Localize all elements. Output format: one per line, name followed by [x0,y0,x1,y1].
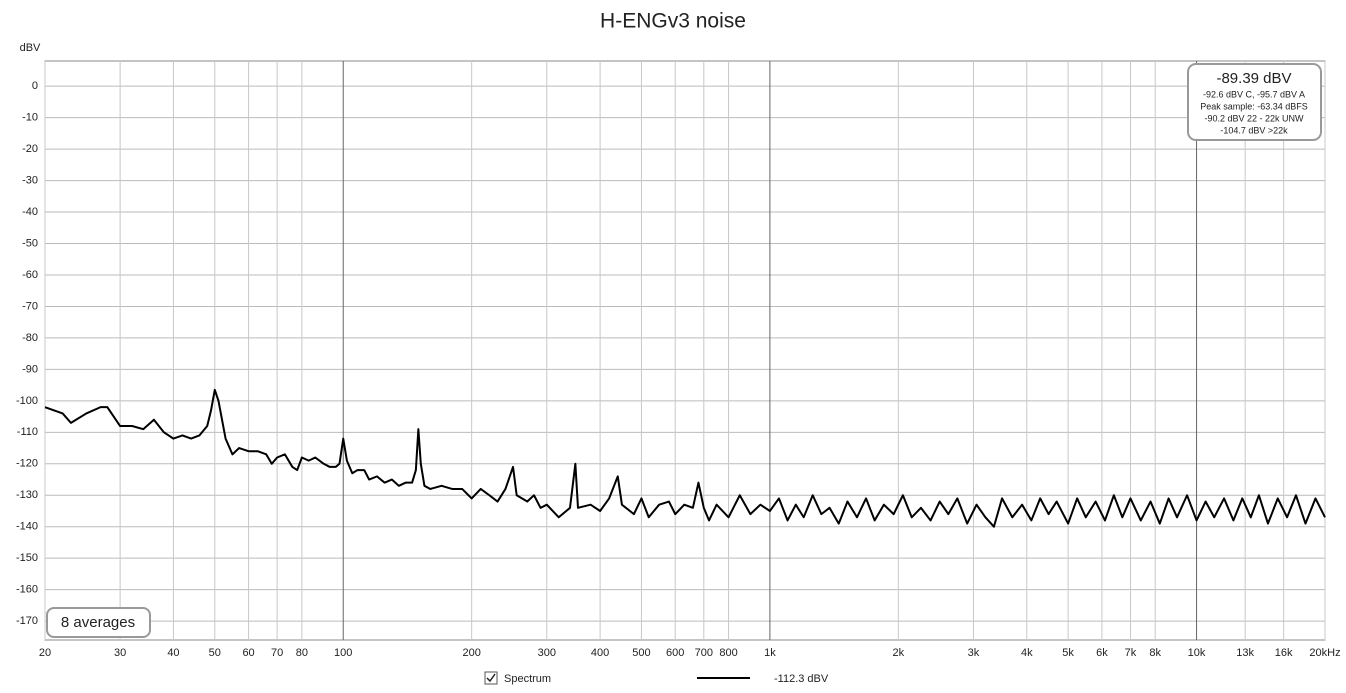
x-tick-label: 300 [538,647,556,659]
x-tick-label: 60 [242,647,254,659]
x-tick-label: 400 [591,647,609,659]
y-tick-label: -20 [22,143,38,155]
y-tick-label: -40 [22,206,38,218]
y-tick-label: -110 [17,426,38,438]
x-tick-label: 600 [666,647,684,659]
info-line: -90.2 dBV 22 - 22k UNW [1204,113,1304,123]
x-tick-label: 20kHz [1309,647,1340,659]
info-line: -92.6 dBV C, -95.7 dBV A [1203,89,1305,99]
x-tick-label: 8k [1149,647,1161,659]
x-tick-label: 30 [114,647,126,659]
y-tick-label: -140 [16,521,38,533]
x-tick-label: 16k [1275,647,1293,659]
y-tick-label: -160 [16,584,38,596]
legend-label: Spectrum [504,673,551,685]
x-tick-label: 13k [1236,647,1254,659]
info-main: -89.39 dBV [1216,70,1291,87]
checkmark [486,673,496,683]
x-tick-label: 50 [209,647,221,659]
y-tick-label: -10 [22,112,38,124]
x-tick-label: 80 [296,647,308,659]
info-lines: -92.6 dBV C, -95.7 dBV A Peak sample: -63… [1200,89,1308,135]
x-tick-label: 4k [1021,647,1033,659]
y-tick-label: -60 [22,269,38,281]
series-line [44,388,1326,528]
y-tick-label: -130 [16,489,38,501]
averages-box [46,607,151,638]
plot-area [44,60,1326,641]
x-tick-label: 20 [39,647,51,659]
x-tick-label: 70 [271,647,283,659]
y-tick-label: -150 [16,552,38,564]
legend-checkbox[interactable] [484,671,498,685]
x-tick-label: 2k [893,647,905,659]
y-tick-label: -90 [22,363,38,375]
legend-value: -112.3 dBV [774,673,829,685]
y-tick-label: -50 [22,237,38,249]
x-tick-label: 40 [167,647,179,659]
x-tick-label: 3k [968,647,980,659]
chart-title: H-ENGv3 noise [600,10,746,33]
averages-label: 8 averages [61,614,135,631]
x-tick-label: 5k [1062,647,1074,659]
y-tick-label: -30 [22,174,38,186]
grid [44,61,1326,640]
x-tick-label: 800 [719,647,737,659]
x-tick-label: 100 [334,647,352,659]
x-tick-label: 6k [1096,647,1108,659]
x-tick-label: 10k [1188,647,1206,659]
y-tick-label: -100 [16,395,38,407]
x-tick-label: 7k [1125,647,1137,659]
x-tick-label: 700 [695,647,713,659]
y-tick-label: -80 [22,332,38,344]
y-tick-label: 0 [32,80,38,92]
y-tick-label: -120 [16,458,38,470]
x-tick-label: 500 [632,647,650,659]
info-line: Peak sample: -63.34 dBFS [1200,101,1308,111]
y-axis-label: dBV [20,42,41,54]
y-tick-label: -170 [16,615,38,627]
info-box [1187,63,1322,141]
info-line: -104.7 dBV >22k [1220,125,1288,135]
x-tick-label: 200 [462,647,480,659]
x-tick-label: 1k [764,647,776,659]
y-tick-label: -70 [22,300,38,312]
plot [44,388,1326,528]
